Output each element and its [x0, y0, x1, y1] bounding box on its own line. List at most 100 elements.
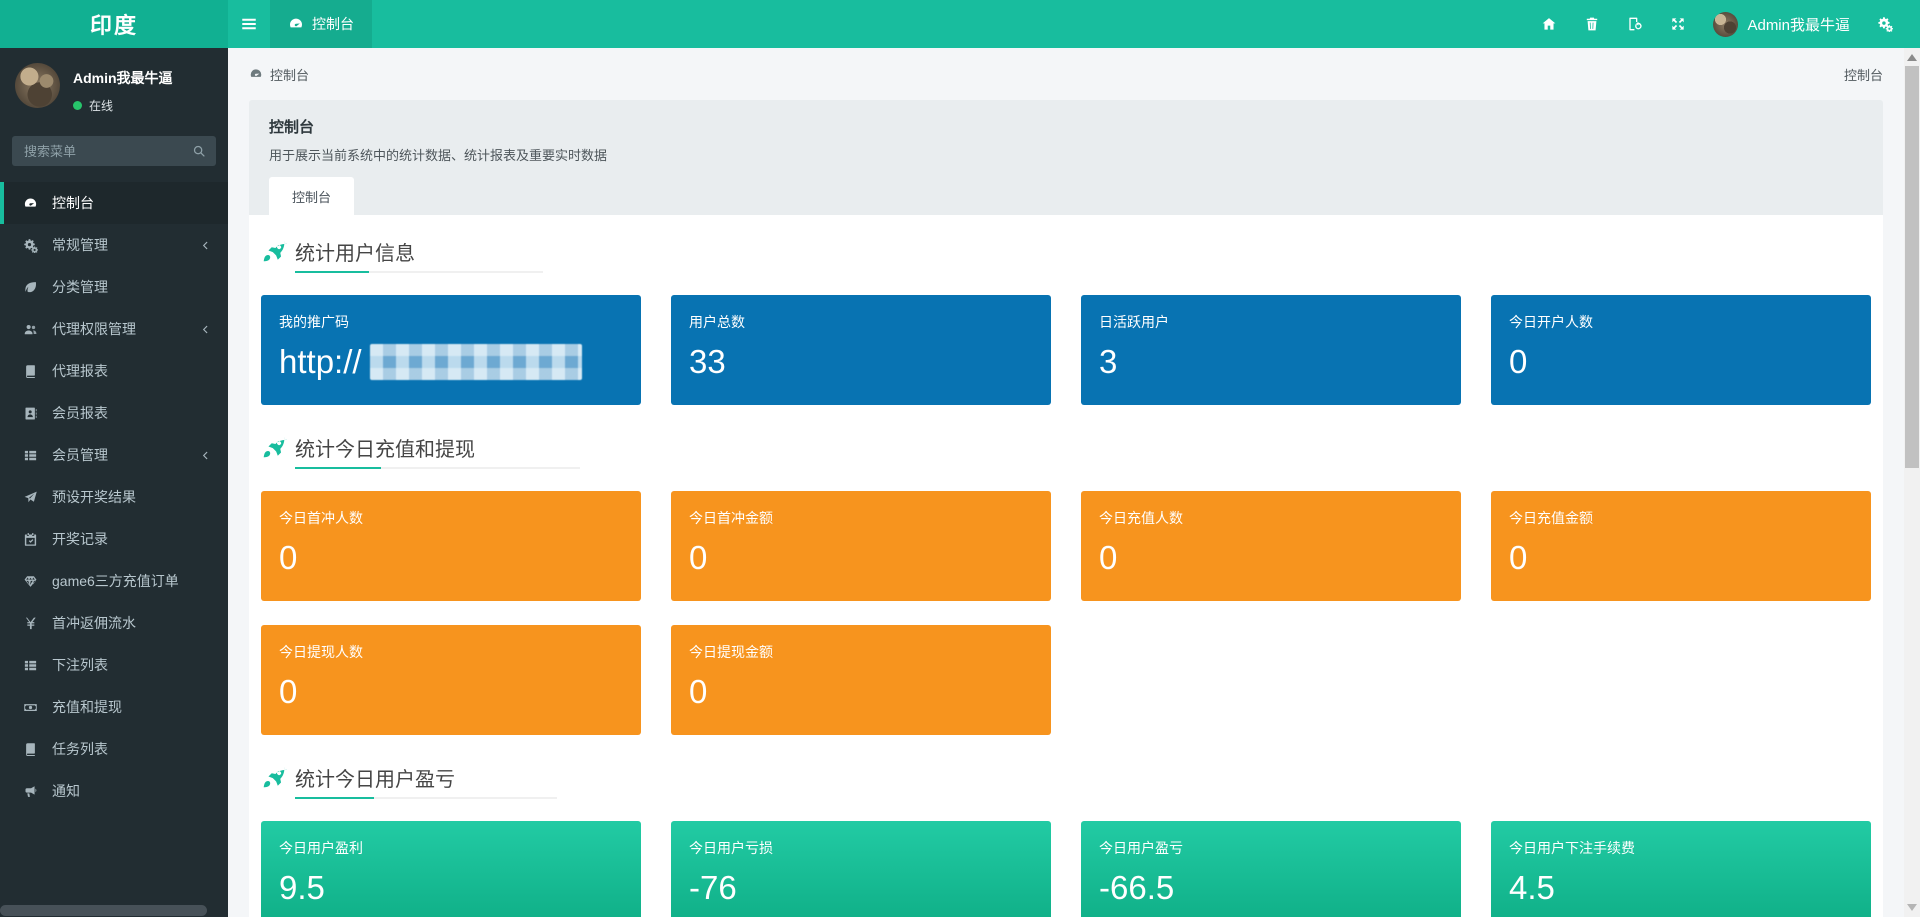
sidebar-horizontal-scrollbar-thumb[interactable]	[0, 905, 207, 916]
stat-card: 今日首冲人数 0	[261, 491, 641, 601]
sidebar-item-label: 首冲返佣流水	[52, 615, 136, 631]
sidebar-item-2[interactable]: 分类管理	[0, 266, 228, 308]
breadcrumb-current[interactable]: 控制台	[249, 65, 309, 84]
sidebar-item-9[interactable]: game6三方充值订单	[0, 560, 228, 602]
sidebar-item-4[interactable]: 代理报表	[0, 350, 228, 392]
sidebar-item-6[interactable]: 会员管理	[0, 434, 228, 476]
stat-card-label: 今日充值金额	[1509, 510, 1593, 526]
rocket-icon	[261, 238, 287, 264]
sidebar-item-label: 常规管理	[52, 237, 108, 253]
sidebar-item-13[interactable]: 任务列表	[0, 728, 228, 770]
leaf-icon	[22, 280, 39, 295]
list-icon	[22, 658, 39, 673]
stat-card: 今日提现人数 0	[261, 625, 641, 735]
trash-button[interactable]	[1584, 16, 1600, 32]
money-icon	[22, 700, 39, 715]
sidebar-item-14[interactable]: 通知	[0, 770, 228, 812]
stat-card-label: 今日用户下注手续费	[1509, 840, 1635, 856]
sidebar-item-8[interactable]: 开奖记录	[0, 518, 228, 560]
breadcrumb-right-label: 控制台	[1843, 67, 1883, 83]
sidebar-item-label: 会员报表	[52, 405, 108, 421]
yen-icon	[22, 616, 39, 631]
sidebar-item-1[interactable]: 常规管理	[0, 224, 228, 266]
stat-card-value: 0	[689, 539, 708, 576]
stat-card: 日活跃用户 3	[1081, 295, 1461, 405]
sidebar-item-label: 任务列表	[52, 741, 108, 757]
sidebar-user-name: Admin我最牛逼	[73, 70, 173, 86]
clear-cache-button[interactable]	[1627, 16, 1643, 32]
sidebar-item-label: 会员管理	[52, 447, 108, 463]
section-title: 统计今日充值和提现	[295, 438, 475, 461]
home-button[interactable]	[1541, 16, 1557, 32]
section-title: 统计今日用户盈亏	[295, 768, 455, 791]
expand-icon	[1670, 16, 1686, 32]
sidebar-menu: 控制台常规管理分类管理代理权限管理 代理报表会员报表会员管理预设开奖结果 开奖记录 g…	[0, 182, 228, 812]
gauge-icon	[22, 196, 39, 211]
sidebar-item-0[interactable]: 控制台	[0, 182, 228, 224]
gauge-icon	[249, 67, 263, 81]
sidebar-user-status: 在线	[73, 97, 173, 114]
tab-dashboard[interactable]: 控制台	[269, 177, 355, 215]
sidebar-item-label: 下注列表	[52, 657, 108, 673]
book-icon	[22, 742, 39, 757]
chevron-left-icon	[197, 324, 214, 335]
scroll-down-arrow-icon[interactable]	[1907, 904, 1917, 911]
stat-card-label: 今日充值人数	[1099, 510, 1183, 526]
brand-logo[interactable]: 印度	[0, 0, 228, 48]
users-icon	[22, 322, 39, 337]
sidebar-item-10[interactable]: 首冲返佣流水	[0, 602, 228, 644]
stat-card-value: -66.5	[1099, 869, 1175, 906]
sidebar-item-5[interactable]: 会员报表	[0, 392, 228, 434]
navbar-tab-dashboard[interactable]: 控制台	[270, 0, 372, 48]
stat-card: 用户总数 33	[671, 295, 1051, 405]
book-icon	[22, 364, 39, 379]
blurred-promo-url	[369, 344, 582, 381]
content-tabs: 控制台	[269, 177, 1863, 215]
rocket-icon	[261, 764, 287, 790]
scroll-up-arrow-icon[interactable]	[1907, 54, 1917, 61]
clear-cache-icon	[1627, 16, 1643, 32]
stat-card-value: 0	[1509, 539, 1528, 576]
stat-card: 今日开户人数 0	[1491, 295, 1871, 405]
sidebar-item-3[interactable]: 代理权限管理	[0, 308, 228, 350]
stat-card-label: 今日提现金额	[689, 644, 773, 660]
address-book-icon	[22, 406, 39, 421]
section-underline	[295, 797, 557, 799]
sidebar-item-label: 控制台	[52, 195, 94, 211]
sidebar-item-label: 开奖记录	[52, 531, 108, 547]
sidebar-item-label: 分类管理	[52, 279, 108, 295]
search-input[interactable]	[12, 136, 216, 166]
sidebar-item-11[interactable]: 下注列表	[0, 644, 228, 686]
stat-card-label: 日活跃用户	[1099, 314, 1169, 330]
stat-card-label: 今日用户盈亏	[1099, 840, 1183, 856]
navbar-user-menu[interactable]: Admin我最牛逼	[1713, 11, 1850, 37]
sidebar-item-label: game6三方充值订单	[52, 573, 179, 589]
sidebar-item-label: 代理报表	[52, 363, 108, 379]
navbar-user-name: Admin我最牛逼	[1747, 16, 1850, 34]
stats-section-0: 统计用户信息 我的推广码 http:// 用户总数 33 日活跃用户 3 今日开户人数 0	[261, 237, 1871, 405]
sidebar-user-panel: Admin我最牛逼 在线	[0, 48, 228, 124]
top-navbar: 印度 控制台 Admin我最牛逼	[0, 0, 1920, 48]
sidebar-item-12[interactable]: 充值和提现	[0, 686, 228, 728]
stat-card-value: http://	[279, 343, 623, 381]
expand-button[interactable]	[1670, 16, 1686, 32]
cogs-button[interactable]	[1877, 16, 1893, 32]
vertical-scrollbar-thumb[interactable]	[1905, 66, 1919, 468]
stat-card-label: 今日首冲金额	[689, 510, 773, 526]
vertical-scrollbar[interactable]	[1904, 48, 1920, 917]
sidebar-toggle-button[interactable]	[228, 0, 270, 48]
stat-card-value: 3	[1099, 343, 1118, 380]
stat-card-label: 今日提现人数	[279, 644, 363, 660]
paper-plane-icon	[22, 490, 39, 505]
page-description: 用于展示当前系统中的统计数据、统计报表及重要实时数据	[269, 148, 608, 163]
search-button[interactable]	[186, 139, 212, 163]
stat-card-value: 0	[689, 673, 708, 710]
breadcrumb-right[interactable]: 控制台	[1844, 65, 1883, 84]
stats-section-1: 统计今日充值和提现今日首冲人数 0 今日首冲金额 0 今日充值人数 0 今日充值金额 0 今日提…	[261, 433, 1871, 735]
online-status-dot	[73, 101, 82, 110]
sidebar-item-7[interactable]: 预设开奖结果	[0, 476, 228, 518]
sidebar-item-label: 预设开奖结果	[52, 489, 136, 505]
online-status-label: 在线	[89, 99, 114, 113]
section-title: 统计用户信息	[295, 242, 415, 265]
sidebar-item-label: 代理权限管理	[52, 321, 136, 337]
